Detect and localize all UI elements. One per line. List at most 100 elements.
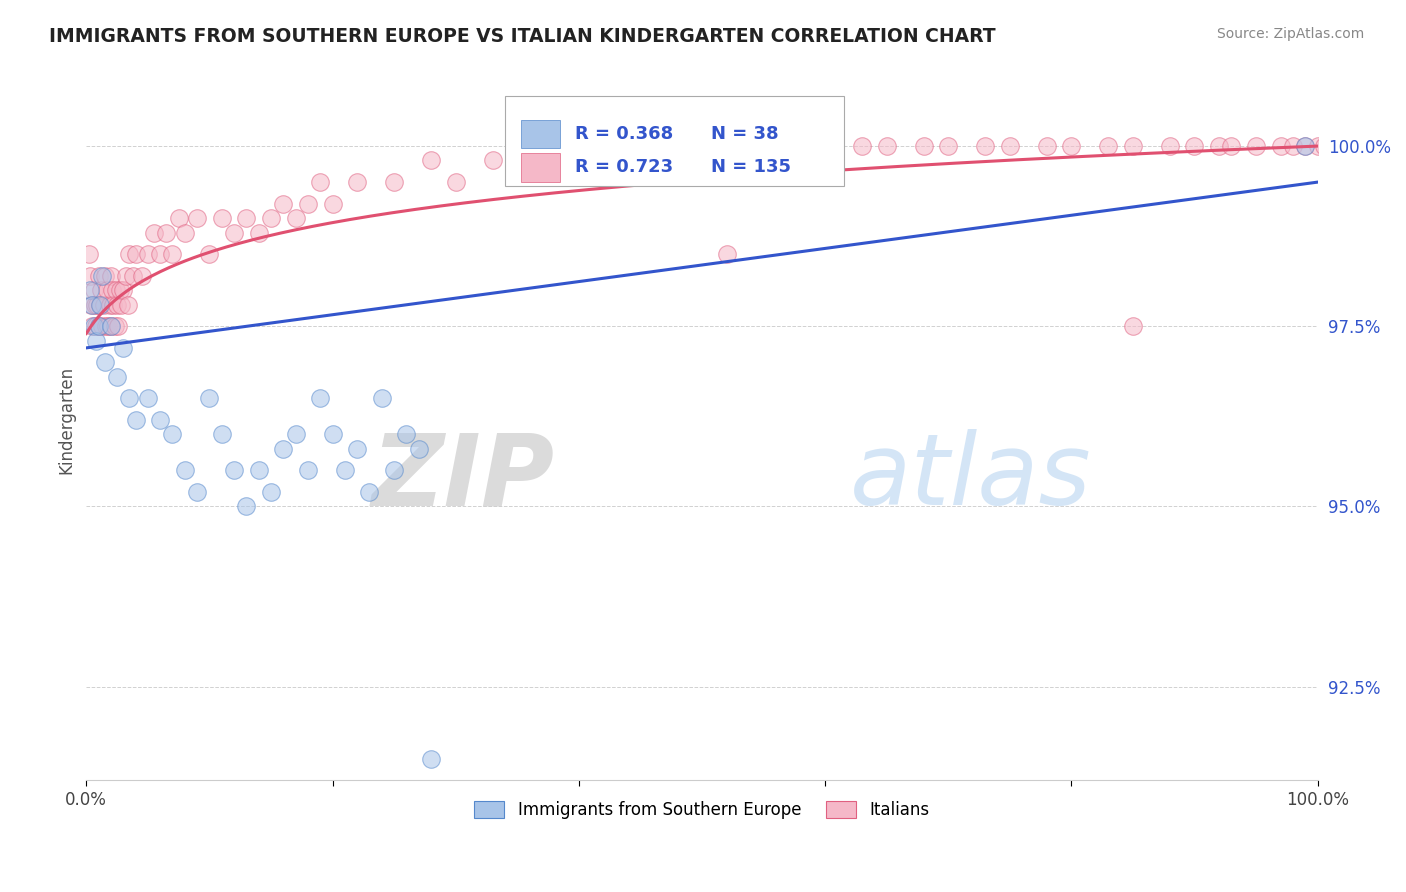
FancyBboxPatch shape: [505, 95, 844, 186]
Point: [162, 247, 184, 261]
Point: [136, 247, 159, 261]
Point: [105, 369, 128, 384]
Point: [83, 319, 105, 334]
Point: [118, 392, 141, 406]
Point: [1319, 139, 1341, 153]
Point: [1282, 139, 1305, 153]
Point: [98, 298, 121, 312]
Point: [82, 298, 104, 312]
Point: [1184, 139, 1206, 153]
Point: [235, 211, 257, 226]
Point: [1306, 139, 1329, 153]
Point: [284, 211, 307, 226]
Point: [122, 268, 145, 283]
Point: [481, 153, 503, 168]
Point: [112, 341, 135, 355]
Point: [87, 319, 110, 334]
FancyBboxPatch shape: [522, 153, 561, 182]
Point: [173, 463, 195, 477]
Point: [395, 427, 418, 442]
Point: [79, 283, 101, 297]
Point: [271, 196, 294, 211]
Point: [1159, 139, 1181, 153]
Point: [789, 139, 811, 153]
Point: [1122, 319, 1144, 334]
Point: [107, 319, 129, 334]
Point: [173, 226, 195, 240]
Point: [149, 247, 172, 261]
Point: [114, 268, 136, 283]
Point: [752, 139, 775, 153]
Text: N = 38: N = 38: [710, 125, 778, 143]
Point: [84, 334, 107, 348]
Point: [124, 413, 146, 427]
Point: [371, 392, 394, 406]
Point: [104, 283, 127, 297]
Point: [297, 463, 319, 477]
Point: [851, 139, 873, 153]
Point: [690, 153, 713, 168]
Point: [118, 247, 141, 261]
Point: [117, 298, 139, 312]
Point: [1220, 139, 1243, 153]
Point: [1244, 139, 1267, 153]
Point: [93, 298, 115, 312]
Point: [444, 175, 467, 189]
Point: [1097, 139, 1119, 153]
Y-axis label: Kindergarten: Kindergarten: [58, 366, 75, 474]
Text: IMMIGRANTS FROM SOUTHERN EUROPE VS ITALIAN KINDERGARTEN CORRELATION CHART: IMMIGRANTS FROM SOUTHERN EUROPE VS ITALI…: [49, 27, 995, 45]
Point: [108, 283, 131, 297]
Legend: Immigrants from Southern Europe, Italians: Immigrants from Southern Europe, Italian…: [468, 795, 936, 826]
Point: [79, 268, 101, 283]
Point: [100, 319, 122, 334]
Point: [89, 298, 111, 312]
Point: [155, 226, 177, 240]
Point: [382, 175, 405, 189]
Point: [96, 283, 118, 297]
Point: [162, 427, 184, 442]
Point: [211, 211, 233, 226]
Point: [506, 139, 529, 153]
Point: [86, 298, 108, 312]
Point: [112, 283, 135, 297]
Point: [87, 319, 110, 334]
Point: [1392, 139, 1406, 153]
Point: [568, 139, 591, 153]
Point: [90, 283, 112, 297]
Point: [198, 392, 221, 406]
Point: [382, 463, 405, 477]
Point: [94, 355, 117, 369]
Point: [1294, 139, 1316, 153]
Point: [84, 319, 107, 334]
Point: [260, 211, 283, 226]
Point: [143, 226, 166, 240]
Point: [80, 298, 103, 312]
Point: [998, 139, 1021, 153]
Point: [1270, 139, 1292, 153]
Text: R = 0.368: R = 0.368: [575, 125, 673, 143]
Point: [1368, 139, 1391, 153]
Point: [420, 153, 443, 168]
Point: [1343, 139, 1365, 153]
Point: [110, 298, 132, 312]
Point: [186, 485, 208, 500]
Point: [235, 500, 257, 514]
Point: [346, 442, 368, 456]
Point: [186, 211, 208, 226]
Point: [94, 268, 117, 283]
Point: [1060, 139, 1083, 153]
Point: [716, 247, 738, 261]
Point: [91, 319, 114, 334]
Point: [309, 392, 332, 406]
Point: [1331, 139, 1354, 153]
Point: [87, 268, 110, 283]
Point: [1355, 139, 1378, 153]
Point: [100, 319, 122, 334]
Point: [105, 298, 128, 312]
Point: [77, 247, 100, 261]
Point: [322, 196, 344, 211]
Point: [359, 485, 381, 500]
Point: [333, 463, 356, 477]
Point: [149, 413, 172, 427]
Point: [100, 268, 122, 283]
